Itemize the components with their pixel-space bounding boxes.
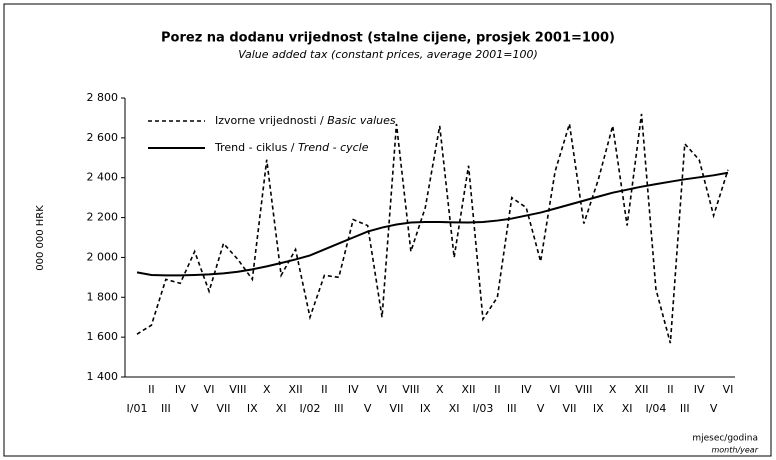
x-tick-label: I/01: [127, 402, 148, 415]
x-tick-label: III: [680, 402, 690, 415]
x-tick-label: X: [609, 383, 617, 396]
x-tick-label: II: [667, 383, 674, 396]
y-tick-label: 2 200: [87, 211, 119, 224]
x-tick-label: XI: [449, 402, 460, 415]
x-tick-label: I/04: [645, 402, 666, 415]
x-tick-label: VI: [377, 383, 388, 396]
x-tick-label: VIII: [575, 383, 592, 396]
y-axis-label: 000 000 HRK: [35, 205, 46, 271]
x-tick-label: III: [161, 402, 171, 415]
x-axis-label-en: month/year: [711, 446, 758, 455]
x-tick-label: X: [436, 383, 444, 396]
x-tick-label: XI: [622, 402, 633, 415]
x-tick-label: VI: [204, 383, 215, 396]
y-tick-label: 1 600: [87, 330, 119, 343]
x-tick-label: VIII: [402, 383, 419, 396]
y-tick-label: 2 800: [87, 91, 119, 104]
y-tick-label: 2 000: [87, 250, 119, 263]
y-tick-label: 1 800: [87, 290, 119, 303]
x-tick-label: IX: [593, 402, 604, 415]
x-tick-label: VI: [723, 383, 734, 396]
series-line: [136, 113, 729, 344]
x-tick-label: II: [494, 383, 501, 396]
x-tick-label: XII: [635, 383, 649, 396]
x-tick-label: I/02: [300, 402, 321, 415]
x-tick-label: IX: [420, 402, 431, 415]
x-tick-label: VII: [216, 402, 230, 415]
legend-label: Izvorne vrijednosti / Basic values: [215, 114, 396, 127]
x-tick-label: XII: [462, 383, 476, 396]
x-tick-label: IV: [521, 383, 532, 396]
x-tick-label: I/03: [472, 402, 493, 415]
x-tick-label: VIII: [229, 383, 246, 396]
x-tick-label: VI: [550, 383, 561, 396]
x-tick-label: IX: [247, 402, 258, 415]
x-tick-label: V: [537, 402, 545, 415]
x-tick-label: IV: [348, 383, 359, 396]
series-line: [136, 171, 729, 277]
x-tick-label: II: [148, 383, 155, 396]
frame: [3, 3, 772, 457]
y-tick-label: 2 400: [87, 171, 119, 184]
x-tick-label: VII: [562, 402, 576, 415]
x-tick-label: VII: [389, 402, 403, 415]
x-tick-label: V: [191, 402, 199, 415]
x-tick-label: II: [321, 383, 328, 396]
x-tick-label: V: [364, 402, 372, 415]
x-tick-label: III: [507, 402, 517, 415]
chart-subtitle: Value added tax (constant prices, averag…: [238, 48, 538, 61]
x-axis-label: mjesec/godina: [692, 434, 758, 444]
x-tick-label: XII: [289, 383, 303, 396]
x-tick-label: XI: [276, 402, 287, 415]
y-tick-label: 2 600: [87, 131, 119, 144]
x-tick-label: V: [710, 402, 718, 415]
x-tick-label: X: [263, 383, 271, 396]
y-tick-label: 1 400: [87, 370, 119, 383]
chart-title: Porez na dodanu vrijednost (stalne cijen…: [161, 31, 615, 46]
legend-label: Trend - ciklus / Trend - cycle: [214, 141, 369, 154]
x-tick-label: IV: [694, 383, 705, 396]
x-tick-label: IV: [175, 383, 186, 396]
x-tick-label: III: [334, 402, 344, 415]
